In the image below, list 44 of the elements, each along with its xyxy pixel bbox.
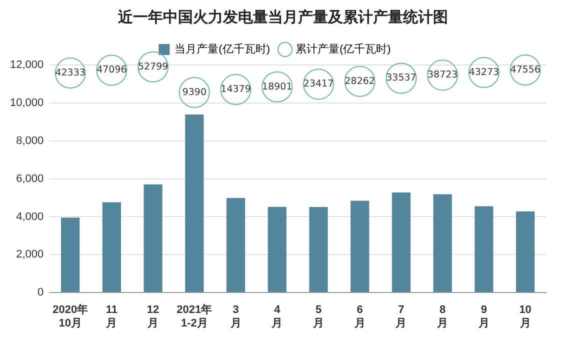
legend-label: 累计产量(亿千瓦时) xyxy=(296,42,391,56)
y-tick-label: 4,000 xyxy=(16,210,44,223)
x-tick-label: 3 月 xyxy=(229,304,242,330)
x-tick-label: 8 月 xyxy=(436,304,448,330)
data-label: 18901 xyxy=(262,81,292,92)
x-tick-label: 9 月 xyxy=(477,304,490,330)
x-tick-label: 4 月 xyxy=(270,304,283,330)
bar xyxy=(185,114,204,292)
x-tick-label: 6 月 xyxy=(353,304,366,330)
legend-label: 当月产量(亿千瓦时) xyxy=(174,42,270,56)
data-label: 52799 xyxy=(138,61,168,72)
x-tick-label: 11 月 xyxy=(105,304,118,330)
data-label: 9390 xyxy=(182,86,207,98)
bar xyxy=(102,202,121,292)
bar xyxy=(392,192,411,292)
x-tick-label: 2020年 10月 xyxy=(52,303,88,330)
data-label: 47556 xyxy=(510,64,540,76)
y-tick-label: 6,000 xyxy=(16,172,44,185)
bar xyxy=(516,211,535,292)
bar xyxy=(61,218,80,292)
data-label: 23417 xyxy=(303,78,334,90)
y-tick-label: 12,000 xyxy=(10,59,44,72)
y-tick-label: 0 xyxy=(38,286,44,299)
data-label: 38723 xyxy=(427,70,458,81)
chart-title: 近一年中国火力发电量当月产量及累计产量统计图 xyxy=(117,7,449,28)
y-tick-label: 2,000 xyxy=(16,248,44,261)
bar xyxy=(144,184,162,292)
data-label: 33537 xyxy=(386,72,416,84)
bar xyxy=(474,206,494,292)
bar xyxy=(433,194,452,292)
data-label: 28262 xyxy=(344,76,375,87)
x-tick-label: 5 月 xyxy=(312,304,324,330)
bar xyxy=(309,206,328,292)
x-tick-label: 7 月 xyxy=(394,304,407,330)
bar xyxy=(226,198,246,292)
x-tick-label: 2021年 1-2月 xyxy=(176,303,212,330)
y-tick-label: 8,000 xyxy=(16,134,44,147)
x-tick-label: 12 月 xyxy=(146,304,160,330)
y-tick-label: 10,000 xyxy=(10,96,44,109)
bar xyxy=(268,206,286,292)
data-label: 14379 xyxy=(220,84,251,96)
data-label: 42333 xyxy=(55,68,86,79)
bar xyxy=(350,200,370,292)
x-tick-label: 10 月 xyxy=(518,304,532,330)
